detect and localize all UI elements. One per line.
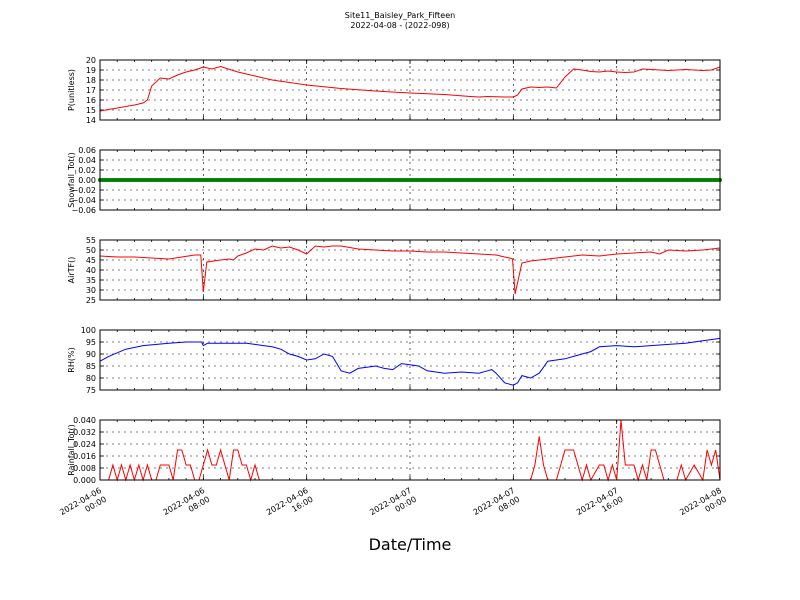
- xtick-label: 2022-04-0616:00: [265, 486, 315, 526]
- series-line: [99, 65, 721, 112]
- ytick-label: 16: [86, 96, 96, 105]
- ytick-label: 55: [86, 236, 96, 245]
- ytick-label: 17: [86, 86, 96, 95]
- ytick-label: 19: [86, 66, 96, 75]
- xtick-label: 2022-04-0800:00: [678, 486, 728, 526]
- ytick-label: 0.00: [78, 176, 96, 185]
- y-axis-label: Snowfall_Tot(): [67, 152, 76, 208]
- ytick-label: 0.024: [73, 440, 96, 449]
- ytick-label: 0.04: [78, 156, 96, 165]
- ytick-label: 40: [86, 266, 96, 275]
- axes-frame: [99, 419, 721, 481]
- ytick-label: 0.016: [73, 452, 96, 461]
- panel-5: 0.000 0.008 0.016 0.024 0.032 0.040Rainfall_T…: [67, 416, 721, 485]
- y-axis-label: RH(%): [67, 347, 76, 372]
- ytick-label: 95: [86, 338, 96, 347]
- ytick-label: 25: [86, 296, 96, 305]
- xtick-label: 2022-04-0708:00: [472, 486, 522, 526]
- ytick-label: −0.06: [71, 206, 96, 215]
- ytick-label: 0.02: [78, 166, 96, 175]
- x-axis-ticks: 2022-04-0600:00 2022-04-0608:00 2022-04-06…: [58, 486, 728, 526]
- ytick-label: −0.04: [71, 196, 96, 205]
- panel-4: 75 80 85 90 95 100 RH(%): [67, 326, 721, 395]
- ytick-label: 14: [86, 116, 96, 125]
- ytick-label: 0.000: [73, 476, 96, 485]
- ytick-label: 18: [86, 76, 96, 85]
- ytick-label: 45: [86, 256, 96, 265]
- ytick-label: 80: [86, 374, 96, 383]
- xtick-label: 2022-04-0600:00: [58, 486, 108, 526]
- axes-frame: [99, 149, 721, 211]
- chart-subtitle: 2022-04-08 - (2022-098): [350, 21, 449, 30]
- axes-frame: [99, 59, 721, 121]
- series-line: [99, 245, 721, 295]
- y-axis-label: Rainfall_Tot(): [67, 424, 76, 476]
- ytick-label: 35: [86, 276, 96, 285]
- y-axis-label: P(unitless): [67, 69, 76, 111]
- ytick-label: −0.02: [71, 186, 96, 195]
- ytick-label: 75: [86, 386, 96, 395]
- ytick-label: 90: [86, 350, 96, 359]
- xtick-label: 2022-04-0608:00: [162, 486, 212, 526]
- xtick-label: 2022-04-0700:00: [368, 486, 418, 526]
- axes-frame: [99, 239, 721, 301]
- axes-frame: [99, 329, 721, 391]
- ytick-label: 0.032: [73, 428, 96, 437]
- ytick-label: 50: [86, 246, 96, 255]
- x-axis-label: Date/Time: [369, 535, 452, 554]
- series-line: [99, 337, 721, 386]
- ytick-label: 100: [81, 326, 96, 335]
- ytick-label: 85: [86, 362, 96, 371]
- panel-2: −0.06−0.04−0.020.000.020.040.06Snowfall_…: [67, 146, 722, 215]
- ytick-label: 20: [86, 56, 96, 65]
- chart-title: Site11_Baisley_Park_Fifteen: [345, 11, 455, 20]
- y-axis-label: AirTF(): [67, 257, 76, 284]
- ytick-label: 0.040: [73, 416, 96, 425]
- xtick-label: 2022-04-0716:00: [575, 486, 625, 526]
- ytick-label: 15: [86, 106, 96, 115]
- ytick-label: 0.008: [73, 464, 96, 473]
- ytick-label: 30: [86, 286, 96, 295]
- ytick-label: 0.06: [78, 146, 96, 155]
